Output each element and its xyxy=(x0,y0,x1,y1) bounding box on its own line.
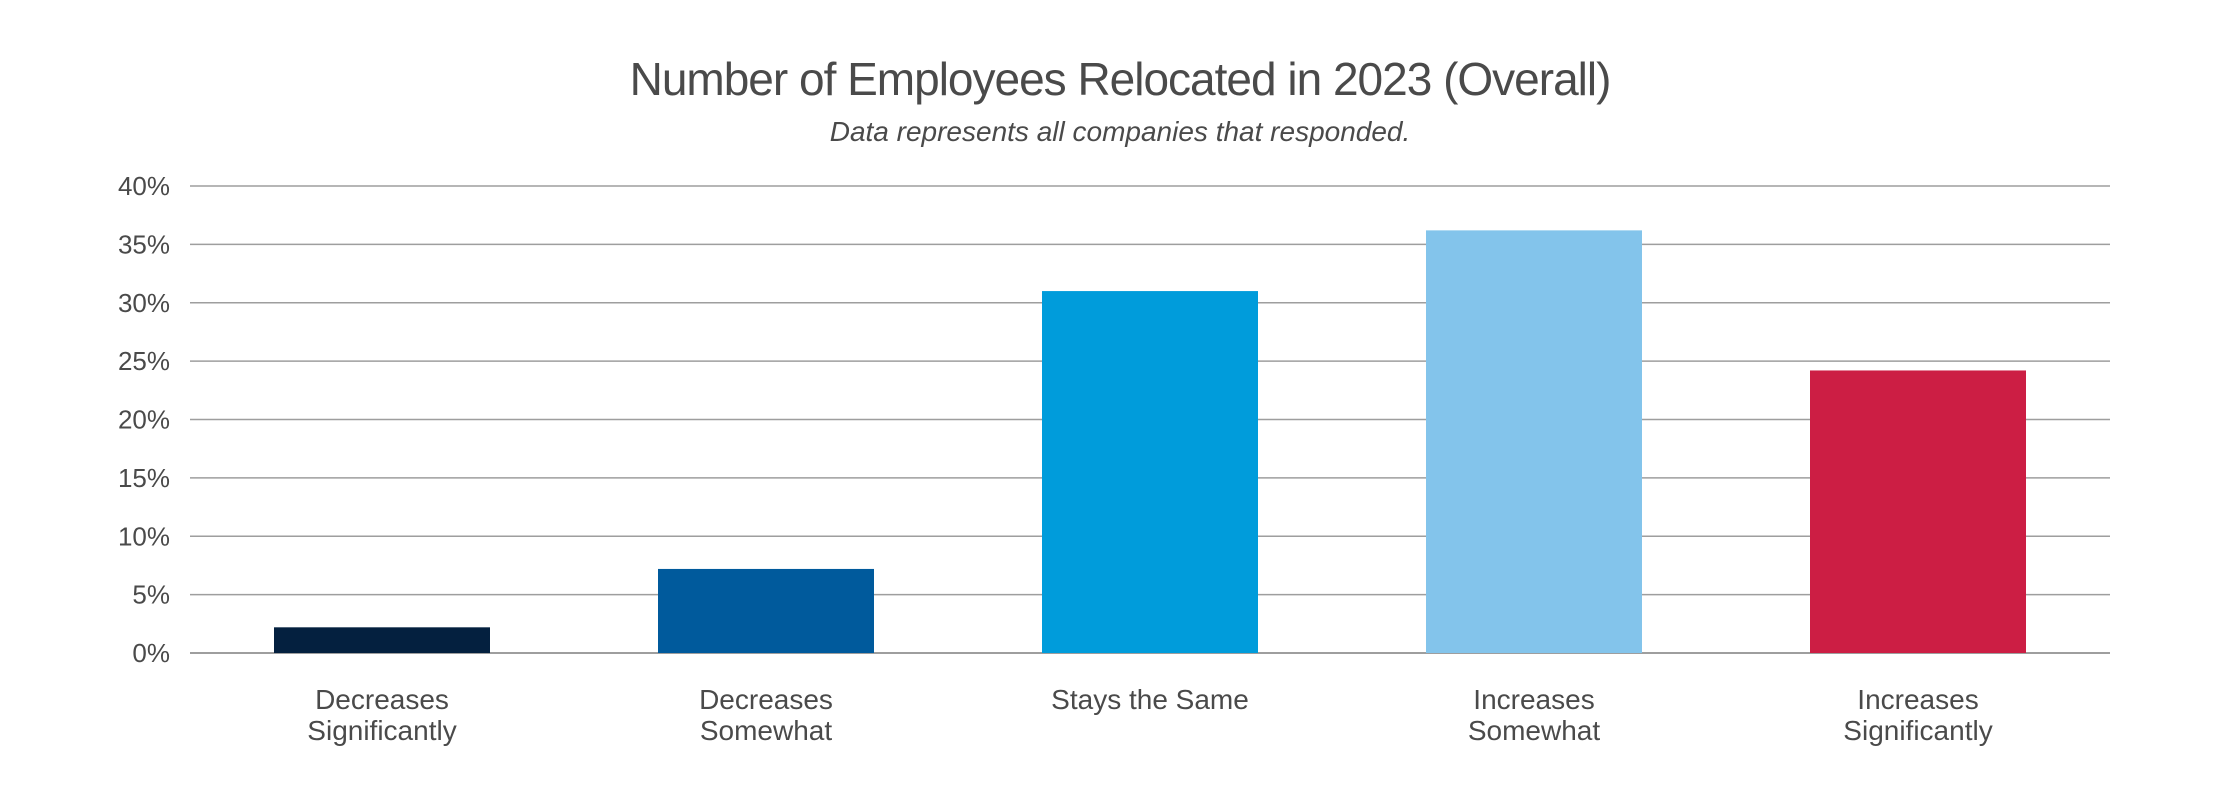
x-category-label: Decreases Somewhat xyxy=(699,684,833,746)
y-axis-tick-labels: 0% 5% 10% 15% 20% 25% 30% 35% 40% xyxy=(118,171,170,668)
bar xyxy=(274,627,490,653)
bar xyxy=(1810,370,2026,653)
y-tick-label: 25% xyxy=(118,346,170,376)
x-axis-category-labels: Decreases Significantly Decreases Somewhat S… xyxy=(307,684,1992,746)
chart-subtitle: Data represents all companies that respo… xyxy=(829,116,1411,147)
y-tick-label: 40% xyxy=(118,171,170,201)
x-category-label: Stays the Same xyxy=(1051,684,1249,715)
x-category-label: Decreases Significantly xyxy=(307,684,456,746)
x-category-label: Increases Somewhat xyxy=(1468,684,1601,746)
y-tick-label: 5% xyxy=(132,580,170,610)
y-tick-label: 30% xyxy=(118,288,170,318)
bar xyxy=(1426,230,1642,654)
y-tick-label: 20% xyxy=(118,405,170,435)
bar xyxy=(658,568,874,653)
y-tick-label: 0% xyxy=(132,638,170,668)
chart-title: Number of Employees Relocated in 2023 (O… xyxy=(629,53,1612,105)
y-tick-label: 35% xyxy=(118,229,170,259)
y-tick-label: 15% xyxy=(118,463,170,493)
x-category-label: Increases Significantly xyxy=(1843,684,1992,746)
bar xyxy=(1042,291,1258,653)
y-tick-label: 10% xyxy=(118,521,170,551)
bars xyxy=(274,230,2026,654)
